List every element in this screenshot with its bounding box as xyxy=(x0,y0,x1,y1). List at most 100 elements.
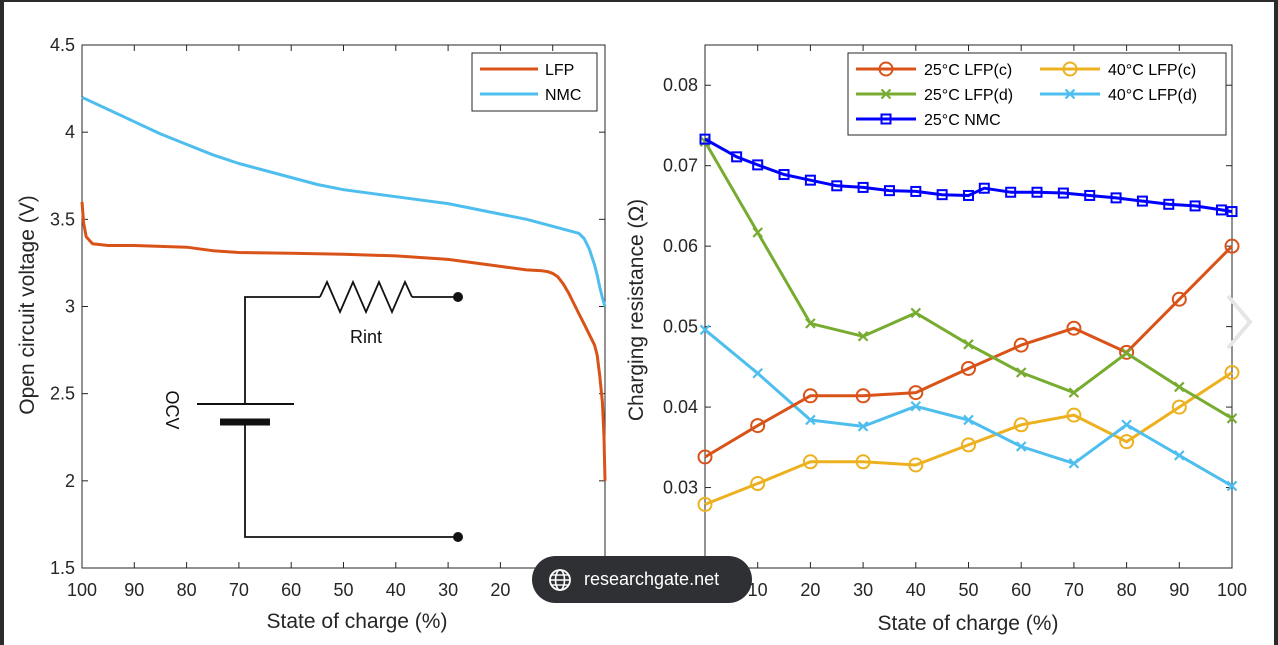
resistance-ytick-label: 0.07 xyxy=(663,156,698,176)
data-point-25c-nmc xyxy=(1163,198,1175,210)
data-point-40c-lfp-c xyxy=(855,454,871,470)
data-point-25c-lfp-c xyxy=(1066,320,1082,336)
data-point-25c-lfp-c xyxy=(961,360,976,376)
ocv-xtick-label: 90 xyxy=(124,580,144,600)
resistance-xtick-label: 40 xyxy=(906,580,926,600)
data-point-25c-lfp-c xyxy=(908,385,924,401)
ocv-ytick-label: 4 xyxy=(65,122,75,142)
resistance-xtick-label: 60 xyxy=(1011,580,1031,600)
ocv-xtick-label: 30 xyxy=(438,580,458,600)
data-point-25c-nmc xyxy=(778,169,790,181)
data-point-40c-lfp-d xyxy=(1015,441,1027,452)
terminal-positive xyxy=(453,292,463,302)
data-point-25c-nmc xyxy=(1031,186,1043,198)
data-point-25c-nmc xyxy=(978,182,990,194)
data-point-25c-nmc xyxy=(731,151,743,163)
researchgate-watermark[interactable]: researchgate.net xyxy=(532,556,752,603)
data-point-25c-lfp-d xyxy=(1015,367,1027,378)
data-point-40c-lfp-c xyxy=(1119,434,1135,450)
resistance-legend-marker-25c-lfp-c xyxy=(878,61,894,77)
ocv-legend-box xyxy=(471,52,598,112)
ocv-x-axis-label: State of charge (%) xyxy=(267,610,448,633)
ocv-xtick-label: 70 xyxy=(229,580,249,600)
globe-icon xyxy=(549,568,571,591)
data-point-25c-nmc xyxy=(857,181,869,193)
data-point-40c-lfp-d xyxy=(699,324,711,336)
series-line-40c-lfp-c xyxy=(704,371,1233,506)
circuit-wire-bottom xyxy=(244,422,458,538)
data-point-25c-lfp-c xyxy=(1171,291,1187,307)
rint-label: Rint xyxy=(350,327,382,347)
data-point-25c-nmc xyxy=(699,133,711,145)
data-point-40c-lfp-c xyxy=(908,457,924,473)
top-frame-border xyxy=(0,0,1278,2)
ocv-xtick-label: 20 xyxy=(490,580,510,600)
ocv-ytick-label: 2.5 xyxy=(50,384,75,404)
ocv-legend-label-nmc: NMC xyxy=(545,87,581,104)
data-point-25c-lfp-c xyxy=(697,449,713,465)
data-point-25c-nmc xyxy=(1084,189,1096,201)
left-frame-border xyxy=(0,0,4,645)
ocv-xtick-label: 50 xyxy=(333,580,353,600)
data-point-40c-lfp-d xyxy=(805,414,816,426)
data-point-40c-lfp-c xyxy=(1171,399,1187,415)
data-point-25c-lfp-d xyxy=(752,227,763,238)
resistance-x-axis-label: State of charge (%) xyxy=(878,612,1059,635)
resistance-legend-marker-25c-nmc xyxy=(880,113,892,125)
data-point-25c-lfp-d xyxy=(1068,387,1080,398)
data-point-40c-lfp-d xyxy=(1121,419,1132,431)
data-point-40c-lfp-d xyxy=(910,400,922,412)
resistance-ytick-label: 0.03 xyxy=(663,478,698,498)
ocv-xtick-label: 60 xyxy=(281,580,301,600)
resistance-xtick-label: 90 xyxy=(1169,580,1189,600)
ocv-series-lfp xyxy=(80,201,607,481)
resistance-ytick-label: 0.08 xyxy=(663,75,698,95)
data-point-25c-nmc xyxy=(910,185,922,197)
data-point-25c-nmc xyxy=(963,189,974,201)
data-point-25c-nmc xyxy=(1110,192,1122,204)
resistance-xtick-label: 100 xyxy=(1217,580,1247,600)
data-point-40c-lfp-d xyxy=(1174,450,1185,461)
resistance-legend-marker-40c-lfp-d xyxy=(1064,88,1076,100)
data-point-25c-lfp-c xyxy=(1119,344,1135,360)
ocv-ytick-label: 4.5 xyxy=(50,35,75,55)
chevron-right-icon[interactable] xyxy=(1222,290,1256,354)
data-point-25c-lfp-d xyxy=(910,307,922,319)
data-point-25c-lfp-d xyxy=(1174,381,1185,393)
resistance-legend-label-40c-lfp-d: 40°C LFP(d) xyxy=(1108,87,1197,104)
data-point-25c-nmc xyxy=(883,185,895,197)
resistance-xtick-label: 10 xyxy=(748,580,768,600)
data-point-25c-nmc xyxy=(1226,206,1238,218)
data-point-25c-lfp-d xyxy=(857,330,869,342)
ocv-plot-area xyxy=(81,44,606,569)
data-point-40c-lfp-d xyxy=(857,421,869,432)
resistance-legend-label-40c-lfp-c: 40°C LFP(c) xyxy=(1108,62,1196,79)
ocv-xtick-label: 80 xyxy=(177,580,197,600)
terminal-negative xyxy=(453,532,463,542)
data-point-25c-nmc xyxy=(1136,195,1148,207)
resistance-series-25c-nmc xyxy=(699,133,1238,218)
data-point-40c-lfp-c xyxy=(802,454,818,470)
watermark-text: researchgate.net xyxy=(584,569,720,589)
series-line-25c-nmc xyxy=(704,137,1233,214)
data-point-25c-nmc xyxy=(1005,186,1017,198)
ocv-legend-label-lfp: LFP xyxy=(545,62,574,79)
data-point-25c-lfp-d xyxy=(963,339,974,350)
data-point-40c-lfp-c xyxy=(1224,364,1240,380)
resistance-legend-label-25c-lfp-d: 25°C LFP(d) xyxy=(924,87,1013,104)
data-point-25c-nmc xyxy=(1057,187,1069,199)
ocv-chart: 10090807060504030201001.522.533.544.5 Ri… xyxy=(16,35,610,633)
data-point-40c-lfp-c xyxy=(1066,407,1082,423)
data-point-25c-lfp-c xyxy=(750,418,766,434)
ocv-ytick-label: 1.5 xyxy=(50,558,75,578)
resistance-series-25c-lfp-c xyxy=(697,238,1240,465)
data-point-25c-lfp-d xyxy=(805,318,816,329)
data-point-40c-lfp-c xyxy=(750,476,766,492)
data-point-40c-lfp-d xyxy=(752,368,763,379)
resistance-legend-marker-40c-lfp-c xyxy=(1062,61,1078,77)
resistance-xtick-label: 20 xyxy=(800,580,820,600)
ocv-label: OCV xyxy=(162,390,182,429)
data-point-25c-lfp-c xyxy=(802,388,818,404)
data-point-25c-nmc xyxy=(831,180,843,192)
